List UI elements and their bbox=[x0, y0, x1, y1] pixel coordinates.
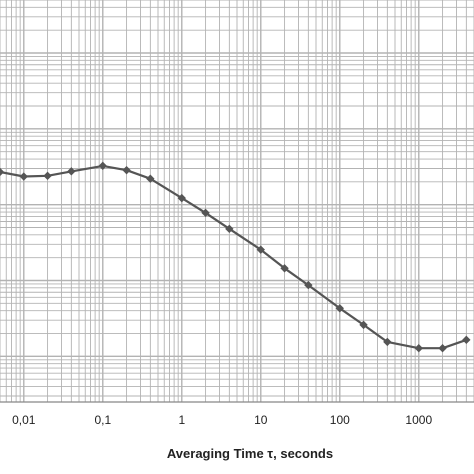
x-tick-label: 10 bbox=[254, 413, 268, 427]
data-point bbox=[438, 344, 447, 353]
x-tick-label: 0,1 bbox=[94, 413, 111, 427]
data-point bbox=[43, 171, 52, 181]
data-point bbox=[0, 167, 5, 177]
data-point bbox=[177, 193, 186, 203]
x-tick-label: 0,01 bbox=[12, 413, 36, 427]
grid bbox=[0, 0, 474, 403]
data-point bbox=[335, 304, 344, 313]
data-point bbox=[256, 245, 265, 254]
data-point bbox=[146, 174, 155, 183]
data-point bbox=[201, 208, 210, 218]
data-point bbox=[19, 172, 28, 181]
x-tick-label: 1000 bbox=[405, 413, 432, 427]
data-point bbox=[383, 337, 392, 347]
data-point bbox=[98, 161, 107, 171]
x-axis-title: Averaging Time τ, seconds bbox=[167, 446, 333, 461]
data-point bbox=[414, 344, 423, 353]
data-point bbox=[304, 280, 313, 290]
data-point bbox=[122, 165, 131, 175]
x-tick-label: 100 bbox=[330, 413, 350, 427]
x-tick-labels: 0,01 0,1 1 10 100 1000 bbox=[12, 413, 432, 427]
data-point bbox=[280, 264, 289, 273]
data-point bbox=[359, 320, 368, 330]
data-point bbox=[225, 224, 234, 234]
data-point bbox=[462, 335, 471, 345]
data-point bbox=[67, 167, 76, 176]
x-tick-label: 1 bbox=[178, 413, 185, 427]
series-layer bbox=[0, 161, 471, 353]
